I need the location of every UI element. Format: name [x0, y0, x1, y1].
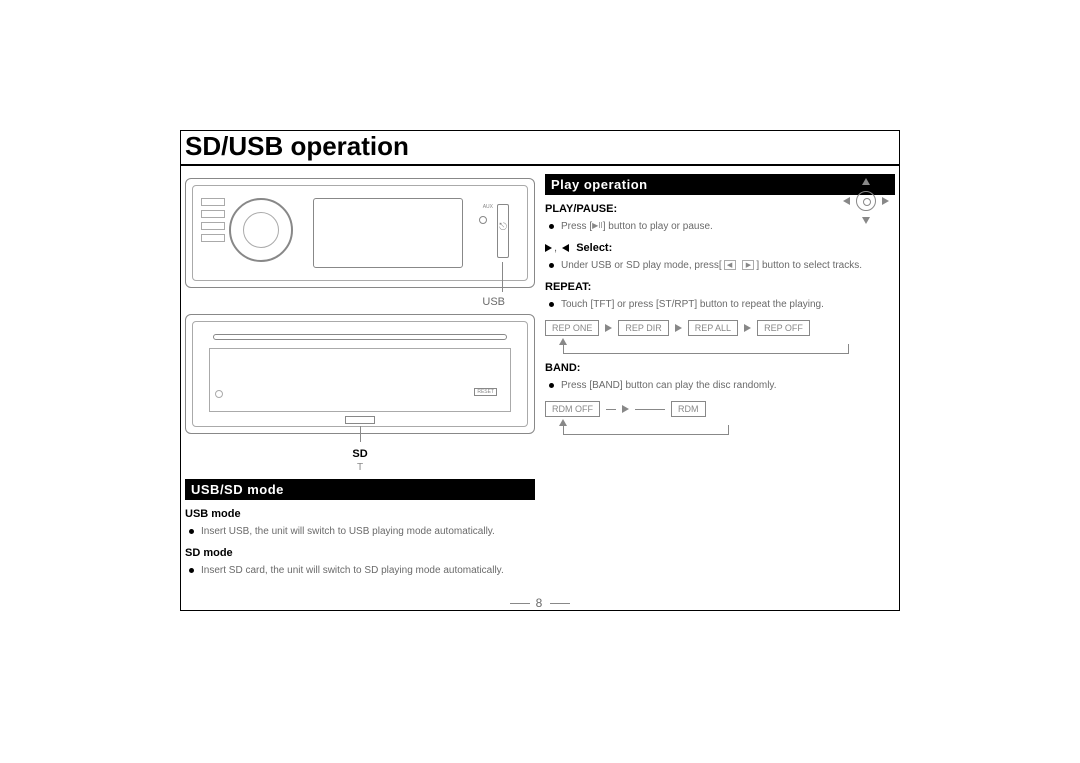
- page-title: SD/USB operation: [181, 131, 899, 166]
- arrow-right-icon: [744, 324, 751, 332]
- aux-label: AUX: [483, 204, 493, 210]
- device-faceplate-drawing: AUX ⎋: [185, 178, 535, 288]
- prev-button-icon: ◀: [724, 260, 736, 270]
- sd-mode-heading: SD mode: [185, 547, 535, 559]
- eject-button-icon: [215, 390, 223, 398]
- select-text: Under USB or SD play mode, press[◀ ▶] bu…: [549, 258, 895, 273]
- text-fragment: ] button to select tracks.: [756, 260, 862, 271]
- play-pause-glyph-icon: ▶II: [592, 220, 603, 232]
- arrow-right-icon: [605, 324, 612, 332]
- repeat-list: Touch [TFT] or press [ST/RPT] button to …: [545, 297, 895, 312]
- usb-sd-mode-heading: USB/SD mode: [185, 479, 535, 500]
- volume-knob-icon: [229, 198, 293, 262]
- band-heading: BAND:: [545, 362, 895, 374]
- select-list: Under USB or SD play mode, press[◀ ▶] bu…: [545, 258, 895, 273]
- sd-slot-icon: [345, 416, 375, 424]
- two-columns: AUX ⎋ USB RESET SD T: [181, 174, 899, 590]
- t-label: T: [185, 462, 535, 473]
- loopback-line: [551, 340, 861, 354]
- page-number: 8: [181, 596, 899, 610]
- flow-box: REP DIR: [618, 320, 668, 336]
- loopback-line: [551, 421, 741, 435]
- right-column: Play operation PLAY/PAUSE: Press [▶II] b…: [545, 174, 895, 584]
- device-chassis-drawing: RESET: [185, 314, 535, 434]
- text-fragment: Press [: [561, 221, 592, 232]
- flow-box: RDM OFF: [545, 401, 600, 417]
- usb-mode-list: Insert USB, the unit will switch to USB …: [185, 524, 535, 539]
- sd-mode-text: Insert SD card, the unit will switch to …: [189, 563, 535, 578]
- select-heading-text: Select:: [576, 242, 612, 254]
- mini-button: [201, 234, 225, 242]
- arrow-right-icon: [675, 324, 682, 332]
- pointer-line: [360, 426, 361, 442]
- play-pause-text: Press [▶II] button to play or pause.: [549, 219, 895, 234]
- usb-glyph-icon: ⎋: [499, 222, 507, 233]
- left-column: AUX ⎋ USB RESET SD T: [185, 174, 535, 584]
- mini-button: [201, 222, 225, 230]
- manual-page: SD/USB operation AUX ⎋: [180, 130, 900, 611]
- flow-box: RDM: [671, 401, 706, 417]
- repeat-heading: REPEAT:: [545, 281, 895, 293]
- band-flow: RDM OFF RDM: [545, 401, 895, 417]
- text-fragment: ] button to play or pause.: [603, 221, 713, 232]
- flow-box: REP ALL: [688, 320, 738, 336]
- aux-jack-icon: [479, 216, 487, 224]
- sd-mode-list: Insert SD card, the unit will switch to …: [185, 563, 535, 578]
- flow-box: REP ONE: [545, 320, 599, 336]
- band-list: Press [BAND] button can play the disc ra…: [545, 378, 895, 393]
- usb-mode-text: Insert USB, the unit will switch to USB …: [189, 524, 535, 539]
- arrow-right-icon: [622, 405, 629, 413]
- mini-button: [201, 210, 225, 218]
- usb-mode-heading: USB mode: [185, 508, 535, 520]
- text-fragment: Under USB or SD play mode, press[: [561, 260, 722, 271]
- sd-callout-label: SD: [185, 448, 535, 460]
- next-button-icon: ▶: [742, 260, 754, 270]
- triangle-left-icon: [562, 244, 569, 252]
- play-pause-list: Press [▶II] button to play or pause.: [545, 219, 895, 234]
- triangle-right-icon: [545, 244, 552, 252]
- repeat-flow: REP ONE REP DIR REP ALL REP OFF: [545, 320, 895, 336]
- chassis-area: [209, 348, 511, 412]
- mini-button: [201, 198, 225, 206]
- reset-button-label: RESET: [474, 388, 497, 396]
- repeat-text: Touch [TFT] or press [ST/RPT] button to …: [549, 297, 895, 312]
- pointer-line: [502, 262, 503, 292]
- display-screen-icon: [313, 198, 463, 268]
- band-text: Press [BAND] button can play the disc ra…: [549, 378, 895, 393]
- flow-box: REP OFF: [757, 320, 810, 336]
- page-number-value: 8: [536, 596, 545, 610]
- usb-callout-label: USB: [185, 296, 535, 308]
- cd-slot-icon: [213, 334, 507, 340]
- select-heading: , Select:: [545, 242, 895, 254]
